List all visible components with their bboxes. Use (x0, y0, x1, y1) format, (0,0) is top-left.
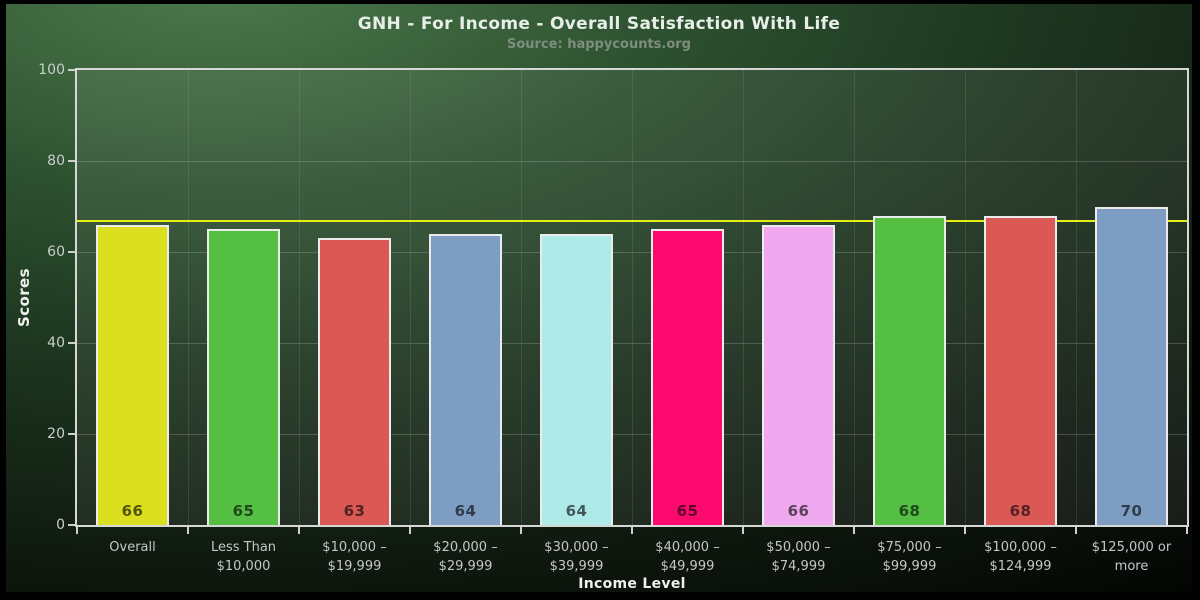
gridline-vertical (742, 70, 744, 525)
bar: 68 (873, 215, 946, 525)
x-tick-label: $10,000 – $19,999 (322, 540, 387, 574)
bar: 68 (984, 215, 1057, 525)
gridline-vertical (964, 70, 966, 525)
y-axis-title: Scores (15, 268, 33, 327)
x-tick-mark (964, 527, 966, 534)
gridline-vertical (298, 70, 300, 525)
bar-value-label: 64 (565, 502, 588, 520)
gridline-vertical (631, 70, 633, 525)
y-tick-mark (68, 524, 75, 526)
bar-value-label: 66 (121, 502, 144, 520)
bar-value-label: 70 (1120, 502, 1143, 520)
bar: 66 (96, 224, 169, 525)
x-tick-mark (1186, 527, 1188, 534)
x-tick-label: $20,000 – $29,999 (433, 540, 498, 574)
bar: 64 (429, 233, 502, 525)
bar: 64 (540, 233, 613, 525)
y-tick-mark (68, 433, 75, 435)
x-tick-mark (1075, 527, 1077, 534)
gridline-horizontal (77, 433, 1187, 435)
gridline-horizontal (77, 251, 1187, 253)
bar: 65 (207, 229, 280, 525)
gridline-vertical (409, 70, 411, 525)
y-tick-mark (68, 69, 75, 71)
x-tick-label: $75,000 – $99,999 (877, 540, 942, 574)
x-tick-mark (631, 527, 633, 534)
chart-title: GNH - For Income - Overall Satisfaction … (357, 14, 841, 34)
x-tick-label: $50,000 – $74,999 (766, 540, 831, 574)
bar-value-label: 64 (454, 502, 477, 520)
plot-area: Income Level 0 20 40 60 80 100 66 Overall 65 Less… (38, 62, 1189, 592)
x-tick-label: $125,000 or more (1091, 540, 1172, 574)
bar-value-label: 65 (232, 502, 255, 520)
gridline-vertical (853, 70, 855, 525)
gridline-horizontal (77, 342, 1187, 344)
gridline-horizontal (77, 160, 1187, 162)
bar-value-label: 66 (787, 502, 810, 520)
gridline-vertical (187, 70, 189, 525)
bar: 65 (651, 229, 724, 525)
y-tick-label: 40 (47, 335, 65, 351)
gridline-vertical (520, 70, 522, 525)
x-tick-mark (409, 527, 411, 534)
y-tick-label: 20 (47, 426, 65, 442)
x-axis-title: Income Level (578, 576, 686, 592)
x-tick-label: Overall (109, 540, 156, 555)
x-tick-mark (298, 527, 300, 534)
y-tick-label: 0 (56, 517, 65, 533)
y-tick-label: 60 (47, 244, 65, 260)
bar: 66 (762, 224, 835, 525)
bar-value-label: 63 (343, 502, 366, 520)
bar-value-label: 68 (898, 502, 921, 520)
bar-value-label: 68 (1009, 502, 1032, 520)
chart-subtitle: Source: happycounts.org (506, 37, 691, 52)
y-tick-label: 100 (38, 62, 65, 78)
bar: 63 (318, 238, 391, 525)
x-tick-mark (187, 527, 189, 534)
x-tick-mark (853, 527, 855, 534)
x-tick-label: Less Than $10,000 (210, 540, 277, 574)
y-tick-label: 80 (47, 153, 65, 169)
bar: 70 (1095, 206, 1168, 525)
y-tick-mark (68, 342, 75, 344)
gridline-vertical (1075, 70, 1077, 525)
x-tick-label: $40,000 – $49,999 (655, 540, 720, 574)
y-tick-mark (68, 251, 75, 253)
x-tick-label: $30,000 – $39,999 (544, 540, 609, 574)
reference-line (77, 220, 1187, 223)
x-tick-mark (520, 527, 522, 534)
figure-background: GNH - For Income - Overall Satisfaction … (6, 4, 1192, 592)
x-tick-mark (742, 527, 744, 534)
x-tick-mark (76, 527, 78, 534)
y-tick-mark (68, 160, 75, 162)
bar-value-label: 65 (676, 502, 699, 520)
x-tick-label: $100,000 – $124,999 (984, 540, 1057, 574)
